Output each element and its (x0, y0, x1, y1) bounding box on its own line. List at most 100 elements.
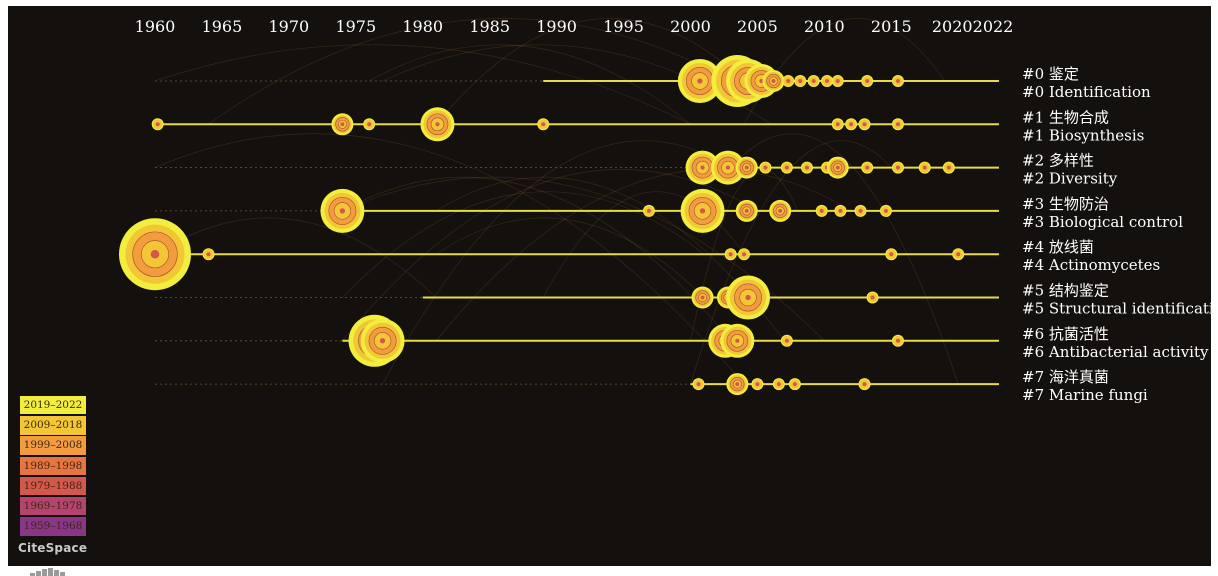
node-center (889, 252, 893, 256)
node-center (863, 122, 867, 126)
node-center (859, 209, 863, 213)
x-tick-label: 2005 (737, 17, 778, 36)
legend-item: 1989–1998 (20, 457, 86, 475)
node-center (812, 79, 816, 83)
cluster-label-zh: #0 鉴定 (1022, 65, 1079, 83)
node-center (956, 252, 960, 256)
cluster-label-en: #1 Biosynthesis (1022, 126, 1144, 144)
node-center (947, 166, 951, 170)
citation-arc (369, 45, 690, 125)
citation-arc (436, 218, 704, 298)
node-center (697, 78, 702, 83)
legend-item: 2019–2022 (20, 396, 86, 414)
node-center (778, 209, 782, 213)
node-center (771, 79, 775, 83)
node-center (820, 209, 824, 213)
cluster-label-zh: #6 抗菌活性 (1022, 325, 1109, 343)
node-center (735, 339, 739, 343)
node-center (793, 382, 797, 386)
cluster-label-zh: #1 生物合成 (1022, 108, 1109, 126)
node-center (785, 339, 789, 343)
node-center (697, 382, 701, 386)
node-center (647, 209, 651, 213)
cluster-label-en: #4 Actinomycetes (1022, 256, 1160, 274)
node-center (745, 166, 749, 170)
node-center (755, 382, 759, 386)
node-center (865, 79, 869, 83)
x-tick-label: 1970 (269, 17, 310, 36)
legend-item: 1979–1988 (20, 477, 86, 495)
citation-arcs (155, 18, 958, 384)
node-center (896, 166, 900, 170)
x-tick-label: 2015 (871, 17, 912, 36)
citation-arc (342, 177, 730, 341)
node-center (156, 122, 160, 126)
node-center (726, 166, 730, 170)
node-center (367, 122, 371, 126)
citespace-logo-bars (30, 558, 66, 576)
cluster-label-en: #2 Diversity (1022, 170, 1118, 188)
node-center (380, 338, 385, 343)
node-center (207, 252, 211, 256)
x-tick-label: 1975 (335, 17, 376, 36)
year-legend: 2019–2022 2009–2018 1999–2008 1989–1998 1979… (20, 396, 86, 537)
node-center (763, 166, 767, 170)
node-center (849, 122, 853, 126)
node-center (541, 122, 545, 126)
x-tick-label: 1985 (469, 17, 510, 36)
node-center (777, 382, 781, 386)
x-tick-label: 1980 (402, 17, 443, 36)
node-center (785, 166, 789, 170)
x-tick-label: 2022 (973, 17, 1014, 36)
cluster-label-zh: #7 海洋真菌 (1022, 368, 1109, 386)
node-center (340, 208, 345, 213)
node-center (838, 209, 842, 213)
node-center (729, 252, 733, 256)
citation-arc (155, 45, 690, 125)
cluster-label-en: #6 Antibacterial activity (1022, 343, 1209, 361)
citation-arc (155, 134, 744, 384)
x-tick-label: 2010 (804, 17, 845, 36)
node-center (863, 382, 867, 386)
node-center (340, 122, 344, 126)
legend-item: 1959–1968 (20, 517, 86, 535)
cluster-label-zh: #4 放线菌 (1022, 238, 1094, 256)
cluster-label-en: #3 Biological control (1022, 213, 1183, 231)
cluster-label-zh: #5 结构鉴定 (1022, 282, 1109, 300)
x-tick-label: 2000 (670, 17, 711, 36)
x-tick-label: 1990 (536, 17, 577, 36)
legend-item: 1969–1978 (20, 497, 86, 515)
node-center (871, 296, 875, 300)
node-center (151, 250, 160, 259)
node-center (896, 122, 900, 126)
node-center (836, 166, 840, 170)
node-center (896, 339, 900, 343)
cluster-label-en: #5 Structural identification (1022, 300, 1218, 318)
cluster-label-en: #7 Marine fungi (1022, 386, 1148, 404)
node-center (896, 79, 900, 83)
node-center (435, 122, 439, 126)
node-center (923, 166, 927, 170)
cluster-label-zh: #3 生物防治 (1022, 195, 1109, 213)
node-center (836, 122, 840, 126)
node-center (805, 166, 809, 170)
node-center (865, 166, 869, 170)
legend-item: 1999–2008 (20, 436, 86, 454)
node-center (786, 79, 790, 83)
x-tick-label: 1965 (202, 17, 243, 36)
citation-arc (155, 218, 436, 298)
cluster-label-zh: #2 多样性 (1022, 152, 1094, 170)
node-center (825, 79, 829, 83)
cluster-label-en: #0 Identification (1022, 83, 1151, 101)
x-tick-label: 2020 (932, 17, 973, 36)
x-tick-label: 1995 (603, 17, 644, 36)
node-center (700, 208, 705, 213)
node-center (745, 295, 750, 300)
citespace-logo: CiteSpace (18, 541, 87, 555)
node-center (742, 252, 746, 256)
x-tick-label: 1960 (135, 17, 176, 36)
node-center (745, 209, 749, 213)
node-center (798, 79, 802, 83)
